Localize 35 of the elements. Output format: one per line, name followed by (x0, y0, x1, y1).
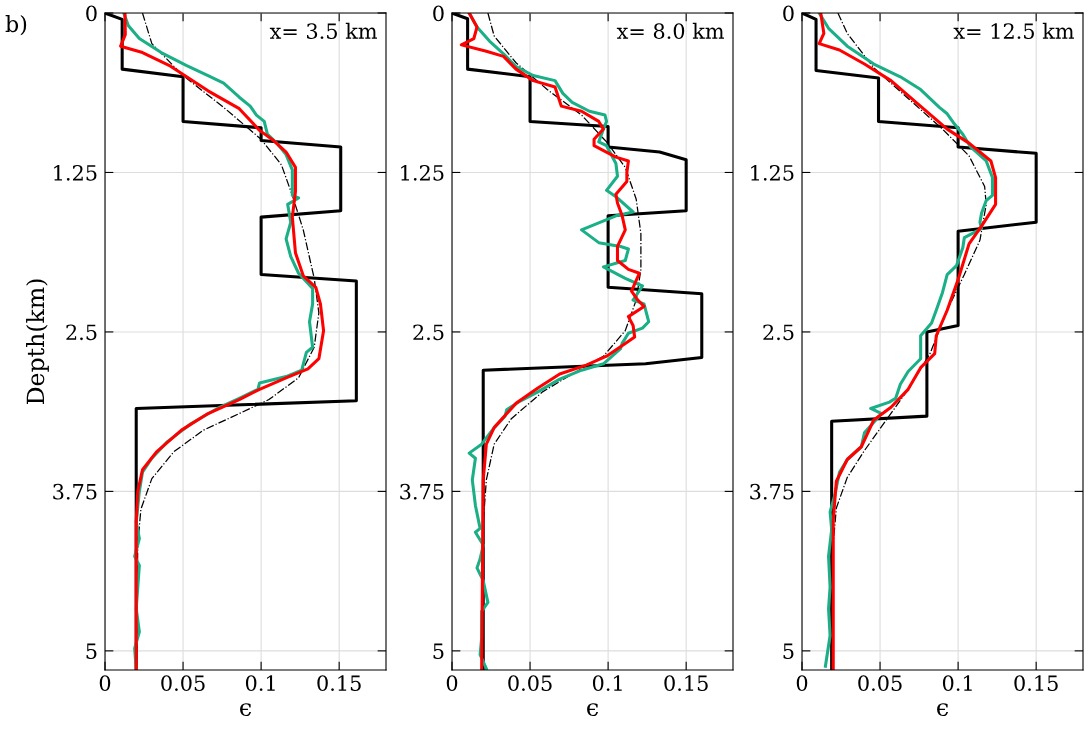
x-tick-label: 0.05 (508, 675, 552, 691)
x-tick-label: 0.15 (1014, 675, 1058, 691)
chart-title: b) (5, 15, 27, 36)
y-tick-label: 3.75 (750, 483, 794, 500)
y-tick-label: 5 (86, 643, 97, 660)
annotation: x= 8.0 km (616, 22, 724, 39)
y-tick-label: 5 (783, 643, 794, 660)
y-tick-label: 1.25 (401, 164, 444, 181)
y-tick-label: 2.5 (66, 324, 97, 341)
x-axis-title: ϵ (240, 703, 252, 717)
y-tick-label: 2.5 (763, 324, 794, 341)
x-axis-title: ϵ (937, 703, 949, 717)
y-tick-label: 0 (433, 5, 444, 22)
x-tick-label: 0.1 (942, 675, 972, 691)
x-tick-label: 0.15 (317, 675, 361, 691)
x-tick-label: 0.1 (245, 675, 275, 691)
x-tick-label: 0 (796, 675, 808, 691)
y-tick-label: 2.5 (413, 324, 444, 341)
annotation: x= 12.5 km (953, 22, 1074, 39)
x-tick-label: 0.15 (664, 675, 708, 691)
x-tick-label: 0.05 (161, 675, 205, 691)
x-axis-title: ϵ (587, 703, 599, 717)
y-tick-label: 1.25 (751, 164, 794, 181)
x-tick-label: 0 (99, 675, 111, 691)
y-tick-label: 0 (86, 5, 97, 22)
annotation: x= 3.5 km (269, 22, 377, 39)
y-axis-title: Depth(km) (26, 279, 49, 405)
y-tick-label: 1.25 (54, 164, 97, 181)
y-tick-label: 3.75 (53, 483, 97, 500)
x-tick-label: 0.05 (858, 675, 902, 691)
y-tick-label: 0 (783, 5, 794, 22)
y-tick-label: 5 (433, 643, 444, 660)
y-tick-label: 3.75 (400, 483, 444, 500)
x-tick-label: 0 (446, 675, 458, 691)
x-tick-label: 0.1 (592, 675, 622, 691)
